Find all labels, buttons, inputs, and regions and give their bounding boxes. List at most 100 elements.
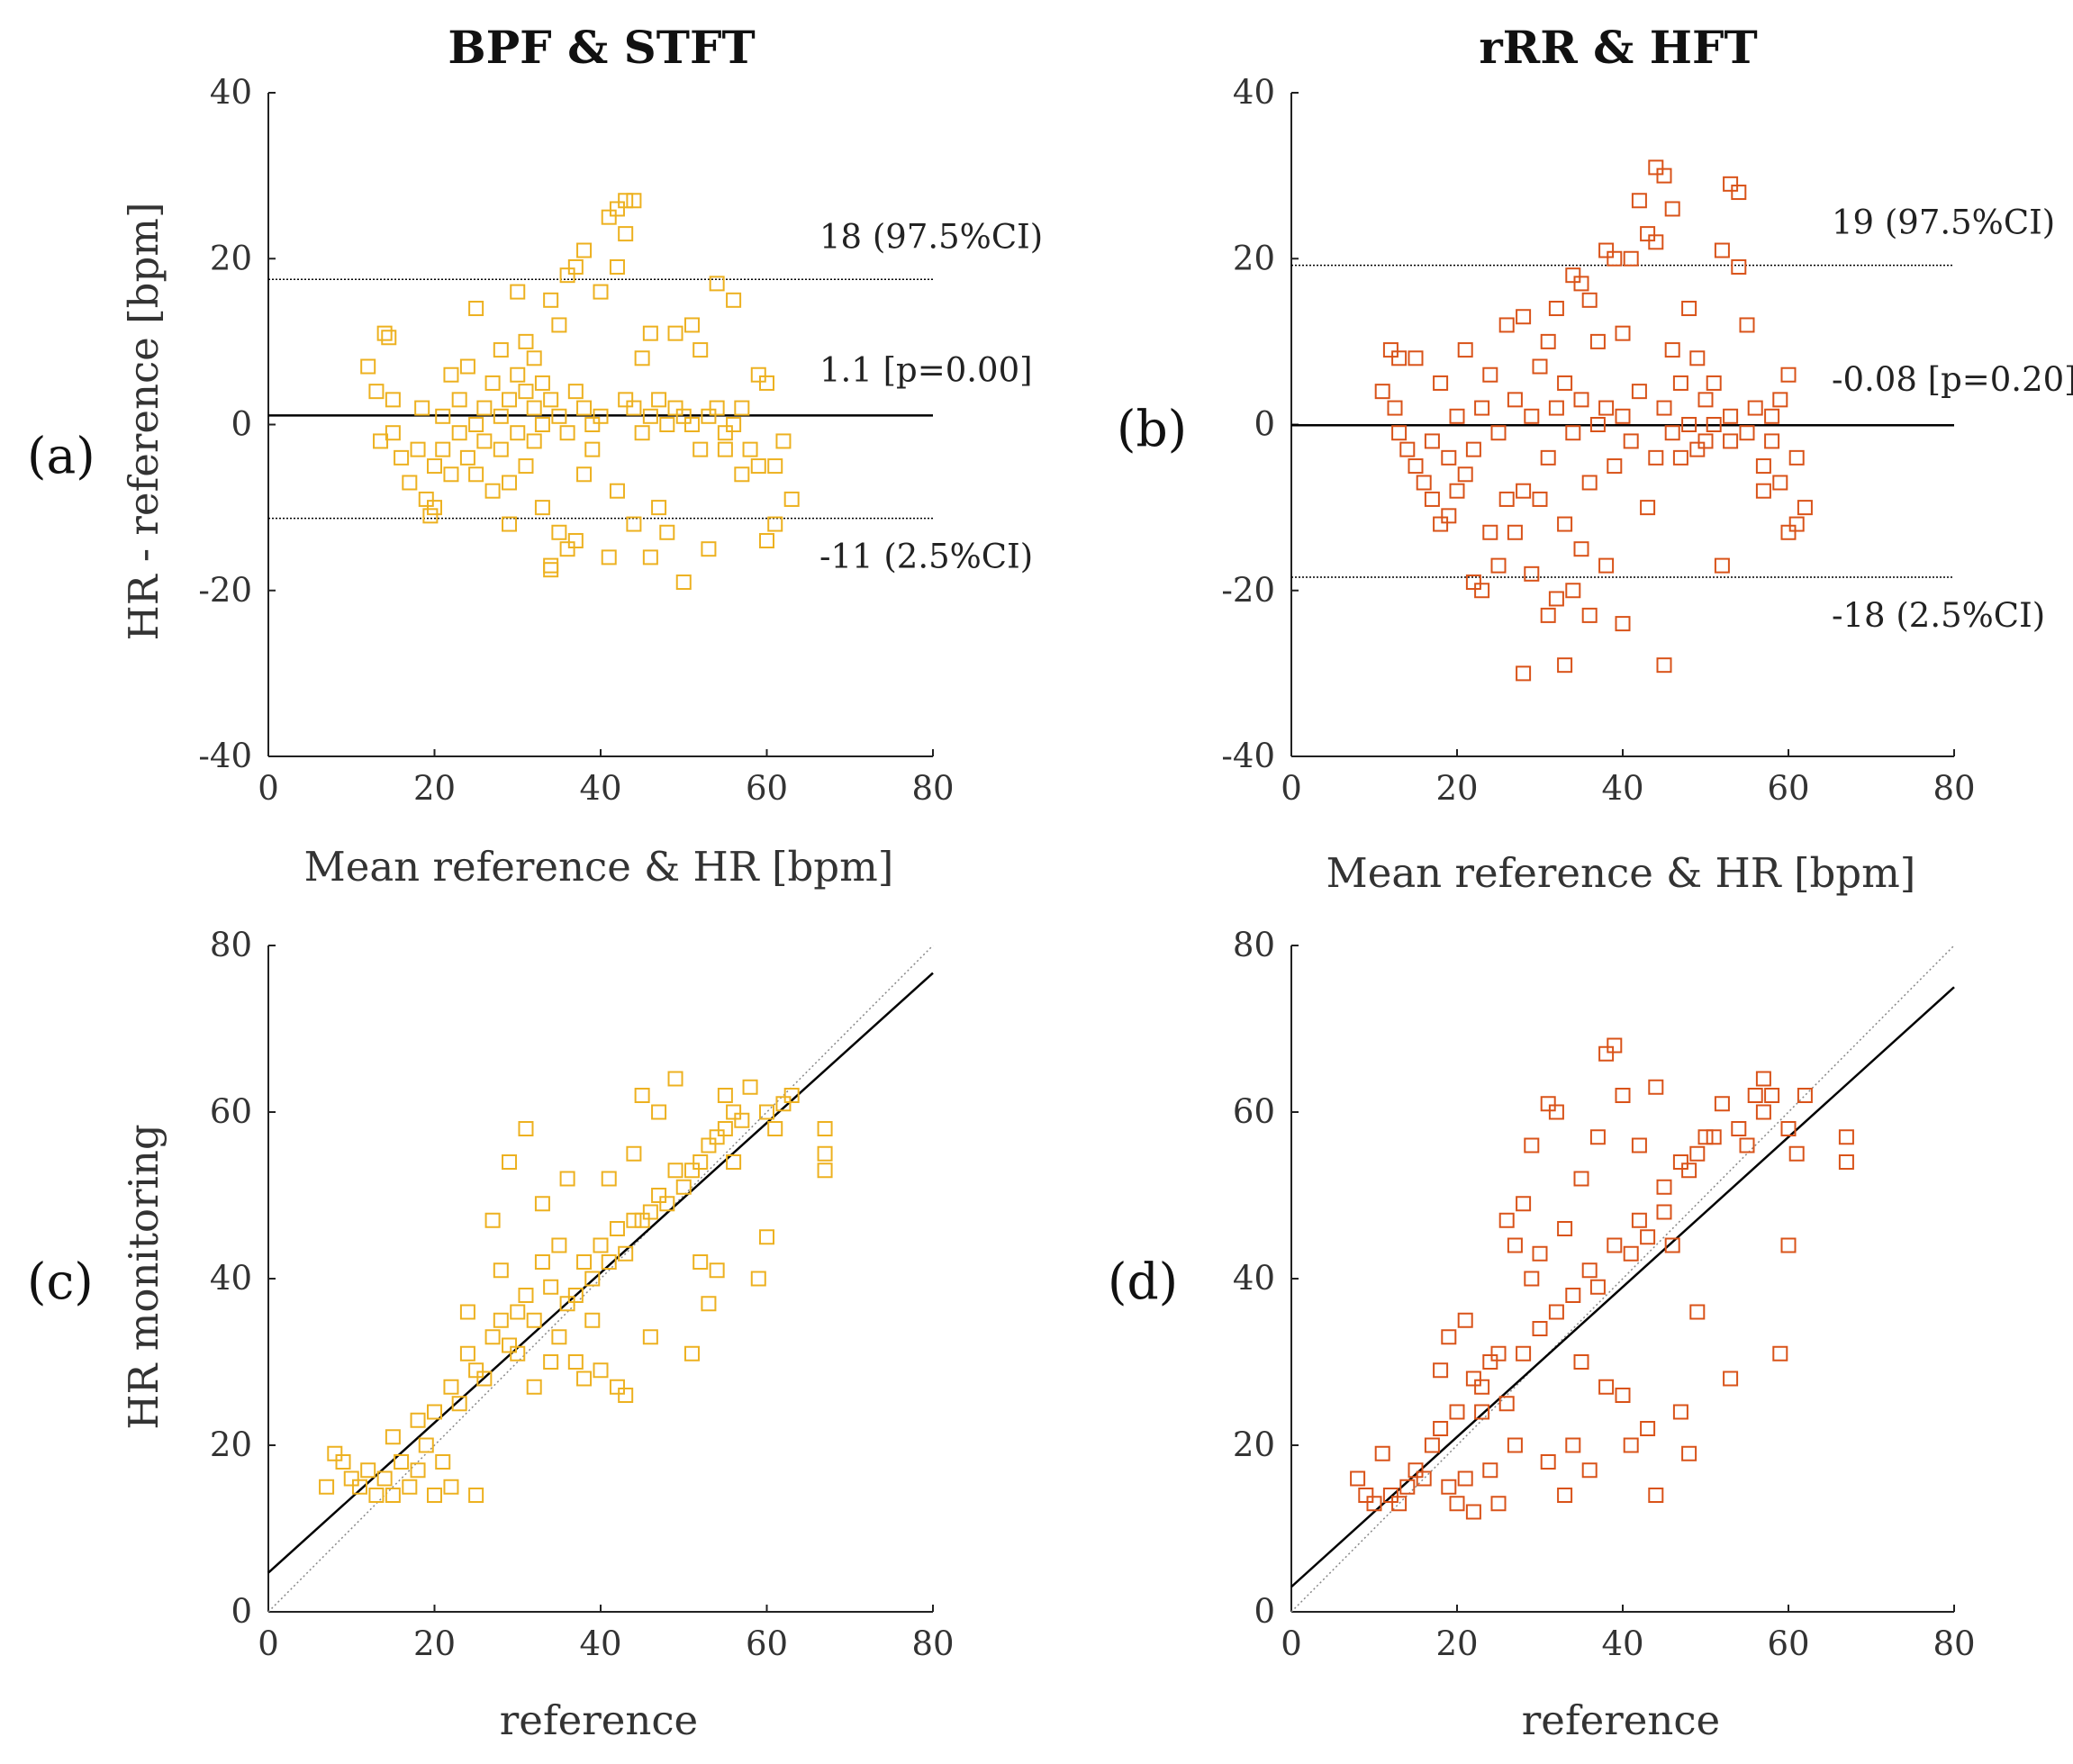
data-point (659, 417, 675, 432)
data-point (534, 500, 550, 516)
data-point (817, 1145, 833, 1162)
data-point (502, 1337, 518, 1353)
data-point (1498, 491, 1515, 507)
y-tick-label: 20 (210, 1425, 252, 1464)
data-point (1433, 516, 1449, 532)
data-point (584, 417, 601, 432)
data-point (1664, 201, 1680, 217)
data-point (543, 392, 559, 408)
data-point (368, 384, 385, 400)
data-point (1648, 159, 1664, 176)
data-point (667, 400, 683, 416)
data-point (1532, 1245, 1548, 1262)
data-point (1424, 491, 1440, 507)
data-point (510, 284, 526, 300)
data-point (335, 1454, 351, 1470)
data-point (1416, 1470, 1432, 1487)
data-point (1623, 250, 1639, 267)
data-point (576, 1370, 593, 1387)
data-point (1706, 417, 1722, 432)
data-point (701, 541, 717, 557)
data-point (1598, 242, 1615, 258)
data-point (726, 1104, 742, 1120)
y-tick-label: 0 (231, 1592, 252, 1631)
data-point (1797, 500, 1813, 516)
data-point (1532, 1321, 1548, 1336)
data-point (734, 400, 750, 416)
data-point (1540, 1096, 1556, 1112)
data-point (701, 1137, 717, 1153)
data-point (502, 475, 518, 491)
data-point (1465, 1370, 1481, 1387)
x-tick-label: 60 (746, 769, 788, 808)
data-point (693, 1254, 709, 1270)
data-point (1507, 392, 1523, 408)
data-point (385, 392, 401, 408)
data-point (459, 1345, 475, 1361)
data-point (1482, 366, 1498, 383)
y-tick-label: 20 (1233, 1425, 1275, 1464)
data-point (1581, 475, 1598, 491)
x-tick-label: 20 (1435, 769, 1478, 808)
annotation-label: -18 (2.5%CI) (1832, 596, 2045, 635)
data-point (1573, 392, 1589, 408)
data-point (402, 1479, 418, 1495)
data-point (1631, 1137, 1647, 1153)
data-point (1689, 441, 1706, 457)
data-point (1648, 234, 1664, 250)
x-tick-label: 0 (1281, 1624, 1302, 1663)
data-point (1656, 1179, 1672, 1195)
data-point (1615, 325, 1631, 341)
y-tick-label: 0 (231, 405, 252, 444)
data-point (659, 1196, 675, 1212)
data-point (1731, 1121, 1747, 1136)
data-point (576, 1254, 593, 1270)
data-point (1723, 176, 1739, 192)
panel-label-b: (b) (1117, 400, 1187, 457)
data-point (502, 392, 518, 408)
data-point (510, 1345, 526, 1361)
data-point (726, 417, 742, 432)
data-point (1664, 342, 1680, 358)
data-point (593, 284, 609, 300)
data-point (1664, 425, 1680, 441)
data-point (1573, 541, 1589, 557)
data-point (1607, 458, 1623, 475)
data-point (651, 1104, 667, 1120)
data-point (717, 1121, 733, 1136)
data-point (543, 1354, 559, 1370)
data-point (510, 366, 526, 383)
data-point (1540, 607, 1556, 623)
data-point (651, 500, 667, 516)
data-point (618, 1388, 634, 1403)
data-point (675, 408, 692, 424)
data-point (683, 1345, 700, 1361)
data-point (385, 1429, 401, 1445)
data-point (683, 1162, 700, 1179)
data-point (642, 408, 658, 424)
y-tick-label: 40 (1233, 73, 1275, 112)
data-point (1433, 375, 1449, 391)
data-point (1739, 425, 1755, 441)
data-point (584, 441, 601, 457)
data-point (1441, 1479, 1457, 1495)
data-point (693, 1154, 709, 1170)
data-point (476, 400, 493, 416)
data-point (451, 1396, 467, 1412)
data-point (1498, 1396, 1515, 1412)
data-point (559, 1296, 575, 1312)
data-point (1532, 358, 1548, 375)
annotation-label: 1.1 [p=0.00] (819, 350, 1033, 389)
data-point (651, 1188, 667, 1203)
data-point (534, 417, 550, 432)
data-point (683, 317, 700, 333)
data-point (543, 292, 559, 308)
data-point (1764, 1088, 1780, 1103)
data-point (1399, 1479, 1416, 1495)
data-point (1449, 408, 1465, 424)
data-point (1764, 433, 1780, 449)
x-tick-label: 80 (911, 1624, 954, 1663)
data-point (667, 325, 683, 341)
data-point (484, 1212, 501, 1228)
data-point (750, 458, 766, 475)
